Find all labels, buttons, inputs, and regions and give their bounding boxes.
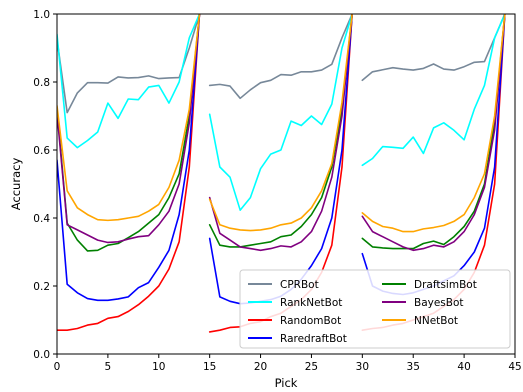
y-tick-label: 0.2 — [33, 281, 50, 293]
legend-label-ranknetbot: RankNetBot — [280, 297, 342, 309]
x-tick-label: 0 — [54, 361, 61, 373]
series-line-cprbot-3 — [361, 14, 506, 82]
legend: CPRBot RankNetBot RandomBot RaredraftBot Dra… — [239, 269, 511, 349]
series-line-ranknetbot-1 — [57, 14, 201, 149]
y-tick-label: 0.6 — [33, 145, 50, 157]
plot-frame — [56, 13, 516, 355]
series-line-draftsimbot-3 — [361, 14, 506, 250]
y-tick-label: 0.0 — [33, 349, 50, 361]
legend-label-cprbot: CPRBot — [280, 279, 319, 291]
x-axis-label: Pick — [275, 376, 298, 390]
series-line-nnetbot-2 — [208, 14, 353, 232]
series-line-ranknetbot-3 — [361, 14, 506, 167]
y-tick-label: 0.4 — [33, 213, 50, 225]
series-line-nnetbot-3 — [361, 14, 506, 233]
legend-box — [239, 269, 511, 349]
series-line-draftsimbot-1 — [57, 14, 201, 252]
series-line-cprbot-1 — [57, 14, 201, 114]
x-tick-label: 35 — [407, 361, 420, 373]
x-tick-label: 45 — [508, 361, 521, 373]
x-tick-label: 40 — [457, 361, 470, 373]
x-tick-label: 25 — [305, 361, 318, 373]
y-tick-label: 0.8 — [33, 77, 50, 89]
series-line-draftsimbot-2 — [208, 14, 353, 248]
series-line-nnetbot-1 — [57, 14, 201, 222]
series-line-raredraftbot-1 — [57, 14, 201, 302]
x-tick-label: 5 — [105, 361, 112, 373]
legend-label-nnetbot: NNetBot — [414, 315, 458, 327]
series-line-cprbot-2 — [208, 14, 353, 100]
legend-label-bayesbot: BayesBot — [414, 297, 464, 309]
legend-label-raredraftbot: RaredraftBot — [280, 333, 347, 345]
series-line-ranknetbot-2 — [208, 14, 353, 211]
y-axis-ticks: 0.0 0.2 0.4 0.6 0.8 1.0 — [33, 9, 57, 361]
y-axis-label: Accuracy — [9, 158, 23, 211]
x-tick-label: 10 — [152, 361, 165, 373]
series-line-bayesbot-3 — [361, 14, 506, 252]
x-tick-label: 20 — [254, 361, 267, 373]
x-axis-ticks: 0 5 10 15 20 25 30 35 40 45 — [54, 354, 522, 373]
series-line-bayesbot-1 — [57, 14, 201, 244]
x-tick-label: 30 — [356, 361, 369, 373]
legend-label-draftsimbot: DraftsimBot — [414, 279, 477, 291]
series-line-randombot-1 — [57, 14, 201, 332]
y-tick-label: 1.0 — [33, 9, 50, 21]
legend-label-randombot: RandomBot — [280, 315, 341, 327]
x-tick-label: 15 — [203, 361, 216, 373]
series-line-bayesbot-2 — [208, 14, 353, 252]
